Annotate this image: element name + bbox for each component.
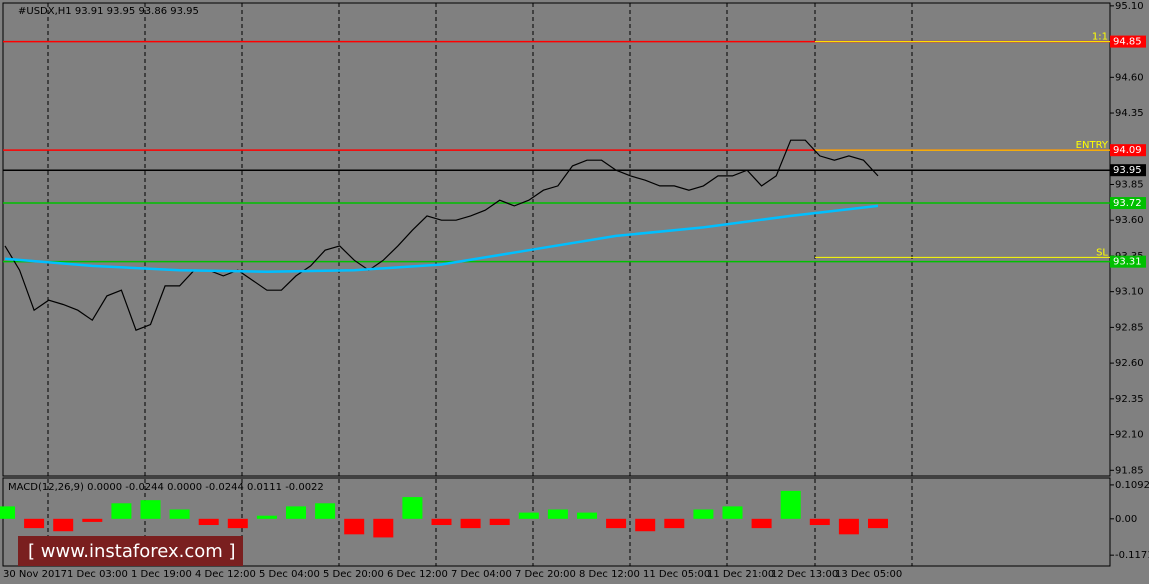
- macd-y-tick-label: -0.1171: [1115, 550, 1149, 561]
- level-box: [1110, 164, 1146, 177]
- macd-bar: [751, 518, 772, 529]
- macd-bar: [286, 506, 306, 519]
- y-tick-label: 93.10: [1115, 287, 1144, 298]
- macd-bar: [809, 518, 830, 526]
- y-tick-label: 92.35: [1115, 394, 1144, 405]
- y-tick-label: 93.60: [1115, 215, 1144, 226]
- level-label: 93.72: [1113, 198, 1142, 209]
- macd-bar: [635, 518, 656, 532]
- macd-bar: [24, 518, 45, 529]
- macd-bar: [111, 503, 132, 519]
- y-tick-label: 92.10: [1115, 430, 1144, 441]
- macd-bar: [140, 500, 161, 519]
- x-tick-label: 1 Dec 03:00: [67, 569, 128, 580]
- moving-average: [4, 204, 879, 273]
- level-label: 93.95: [1113, 165, 1142, 176]
- level-box: [1110, 197, 1146, 210]
- chart-title: #USDX,H1 93.91 93.95 93.86 93.95: [18, 6, 199, 17]
- y-tick-label: 93.85: [1115, 179, 1144, 190]
- macd-bar: [664, 518, 685, 529]
- macd-bar: [227, 518, 248, 529]
- x-tick-label: 12 Dec 13:00: [771, 569, 838, 580]
- x-tick-label: 30 Nov 2017: [3, 569, 67, 580]
- macd-bar: [256, 515, 277, 519]
- macd-bar: [82, 518, 103, 522]
- level-box: [1110, 35, 1146, 48]
- macd-bar: [489, 518, 510, 526]
- x-tick-label: 11 Dec 21:00: [707, 569, 774, 580]
- level-label: 94.09: [1113, 145, 1142, 156]
- y-tick-label: 92.60: [1115, 358, 1144, 369]
- macd-bar: [838, 518, 859, 535]
- macd-bar: [780, 490, 801, 519]
- macd-bar: [460, 518, 481, 529]
- x-tick-label: 6 Dec 12:00: [387, 569, 448, 580]
- macd-y-tick-label: 0.00: [1115, 514, 1137, 525]
- macd-bar: [373, 518, 394, 538]
- trade-label: SL: [1096, 247, 1108, 258]
- y-tick-label: 94.60: [1115, 72, 1144, 83]
- x-tick-label: 5 Dec 04:00: [259, 569, 320, 580]
- y-tick-label: 94.35: [1115, 108, 1144, 119]
- x-tick-label: 13 Dec 05:00: [835, 569, 902, 580]
- x-tick-label: 8 Dec 12:00: [579, 569, 640, 580]
- macd-bar: [0, 506, 15, 519]
- watermark: [ www.instaforex.com ]: [28, 541, 236, 562]
- level-label: 93.31: [1113, 257, 1142, 268]
- x-tick-label: 4 Dec 12:00: [195, 569, 256, 580]
- trade-label: ENTRY: [1076, 140, 1109, 151]
- watermark-box: [18, 536, 243, 566]
- trade-label: 1:1: [1092, 32, 1108, 43]
- price-panel: [2, 2, 1111, 477]
- macd-y-tick-label: 0.1092: [1115, 480, 1149, 491]
- level-box: [1110, 255, 1146, 268]
- macd-bar: [198, 518, 219, 526]
- macd-bar: [402, 497, 423, 519]
- macd-bar: [431, 518, 452, 526]
- x-tick-label: 11 Dec 05:00: [643, 569, 710, 580]
- level-label: 94.85: [1113, 37, 1142, 48]
- macd-bar: [344, 518, 365, 535]
- x-tick-label: 7 Dec 04:00: [451, 569, 512, 580]
- macd-bar: [868, 518, 888, 529]
- y-tick-label: 91.85: [1115, 465, 1144, 476]
- y-tick-label: 92.85: [1115, 322, 1144, 333]
- macd-bar: [315, 503, 336, 519]
- x-tick-label: 1 Dec 19:00: [131, 569, 192, 580]
- macd-title: MACD(12,26,9) 0.0000 -0.0244 0.0000 -0.0…: [8, 482, 324, 493]
- day-separators: [47, 3, 913, 566]
- y-tick-label: 95.10: [1115, 1, 1144, 12]
- macd-bar: [547, 509, 568, 519]
- level-box: [1110, 144, 1146, 157]
- macd-bar: [606, 518, 627, 529]
- macd-bar: [53, 518, 74, 532]
- price-line: [4, 139, 879, 331]
- macd-bar: [722, 506, 743, 519]
- macd-bar: [577, 512, 597, 519]
- macd-bar: [693, 509, 714, 519]
- macd-bar: [518, 512, 539, 519]
- x-tick-label: 5 Dec 20:00: [323, 569, 384, 580]
- macd-bar: [169, 509, 190, 519]
- x-tick-label: 7 Dec 20:00: [515, 569, 576, 580]
